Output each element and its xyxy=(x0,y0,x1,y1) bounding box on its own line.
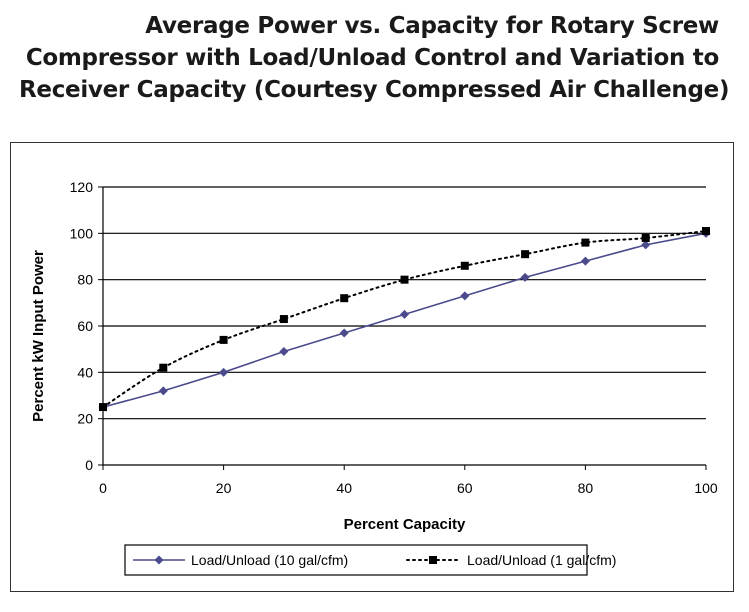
point-1-gal-cfm-60 xyxy=(460,261,469,270)
x-tick-label-20: 20 xyxy=(216,480,232,496)
y-axis-title: Percent kW Input Power xyxy=(30,250,47,422)
x-axis-title: Percent Capacity xyxy=(344,516,466,533)
point-1-gal-cfm-50 xyxy=(400,275,409,284)
point-10-gal-cfm-10 xyxy=(158,386,168,396)
chart-title-line-1: Average Power vs. Capacity for Rotary Sc… xyxy=(145,13,719,39)
point-1-gal-cfm-80 xyxy=(581,238,590,247)
y-tick-label-60: 60 xyxy=(77,318,93,334)
legend-box xyxy=(124,544,588,576)
point-1-gal-cfm-20 xyxy=(219,335,228,344)
legend-marker-1-gal-cfm xyxy=(429,556,437,564)
series-line-10-gal-cfm xyxy=(102,232,707,408)
y-tick-label-20: 20 xyxy=(77,411,93,427)
point-10-gal-cfm-60 xyxy=(460,291,470,301)
y-tick-label-100: 100 xyxy=(70,225,94,241)
point-10-gal-cfm-50 xyxy=(400,309,409,319)
point-10-gal-cfm-20 xyxy=(219,367,229,377)
x-tick-label-40: 40 xyxy=(336,480,352,496)
point-10-gal-cfm-40 xyxy=(339,328,349,338)
point-1-gal-cfm-40 xyxy=(340,294,349,303)
point-10-gal-cfm-80 xyxy=(580,256,590,266)
point-1-gal-cfm-0 xyxy=(99,403,107,412)
chart-title: Average Power vs. Capacity for Rotary Sc… xyxy=(19,10,730,106)
x-tick-label-60: 60 xyxy=(457,480,473,496)
y-tick-label-120: 120 xyxy=(70,179,94,195)
x-tick-label-0: 0 xyxy=(99,480,107,496)
point-1-gal-cfm-100 xyxy=(702,227,710,236)
legend-marker-10-gal-cfm xyxy=(154,555,164,565)
point-10-gal-cfm-30 xyxy=(279,346,289,356)
x-tick-label-100: 100 xyxy=(694,480,718,496)
point-10-gal-cfm-70 xyxy=(520,272,530,282)
chart-frame xyxy=(10,142,734,592)
point-1-gal-cfm-30 xyxy=(279,315,288,324)
point-1-gal-cfm-70 xyxy=(521,250,530,259)
point-10-gal-cfm-90 xyxy=(641,240,651,250)
chart-title-line-2: Compressor with Load/Unload Control and … xyxy=(25,45,719,71)
legend-label-10-gal-cfm: Load/Unload (10 gal/cfm) xyxy=(191,552,348,568)
y-tick-label-0: 0 xyxy=(85,457,93,473)
point-1-gal-cfm-90 xyxy=(641,233,650,242)
legend-label-1-gal-cfm: Load/Unload (1 gal/cfm) xyxy=(467,552,616,568)
y-tick-label-40: 40 xyxy=(77,364,93,380)
point-1-gal-cfm-10 xyxy=(159,363,168,372)
series-line-1-gal-cfm xyxy=(102,230,707,409)
y-tick-label-80: 80 xyxy=(77,272,93,288)
x-tick-label-80: 80 xyxy=(578,480,594,496)
chart-title-line-3: Receiver Capacity (Courtesy Compressed A… xyxy=(19,77,730,103)
